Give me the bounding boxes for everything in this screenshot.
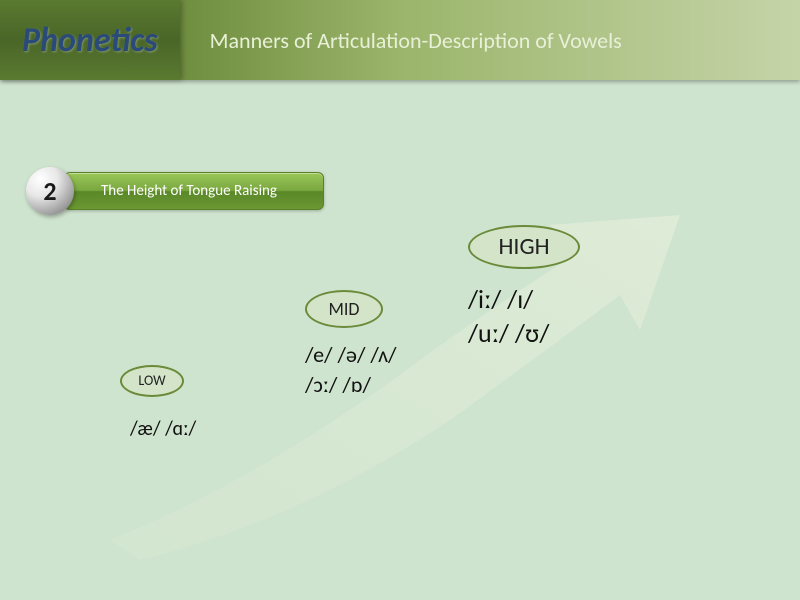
level-mid: MID /e/ /ə/ /ʌ/ /ɔː/ /ɒ/ — [305, 290, 397, 399]
level-high-label: HIGH — [468, 225, 580, 269]
logo-box: Phonetics — [0, 0, 180, 80]
section-number: 2 — [43, 175, 56, 207]
section-title-text: The Height of Tongue Raising — [101, 182, 277, 200]
level-high-vowels: /iː/ /ɪ/ /uː/ /ʊ/ — [468, 283, 580, 351]
logo-text: Phonetics — [22, 20, 158, 61]
level-low: LOW /æ/ /ɑː/ — [120, 365, 196, 441]
header-subtitle: Manners of Articulation-Description of V… — [210, 27, 622, 54]
level-high: HIGH /iː/ /ɪ/ /uː/ /ʊ/ — [468, 225, 580, 351]
level-mid-label: MID — [305, 290, 383, 328]
section-number-badge: 2 — [26, 167, 74, 215]
section-title-bar: The Height of Tongue Raising — [64, 172, 324, 210]
slide-header: Phonetics Manners of Articulation-Descri… — [0, 0, 800, 80]
level-mid-vowels: /e/ /ə/ /ʌ/ /ɔː/ /ɒ/ — [305, 340, 397, 399]
level-low-vowels: /æ/ /ɑː/ — [130, 417, 196, 441]
level-low-label: LOW — [120, 365, 184, 397]
